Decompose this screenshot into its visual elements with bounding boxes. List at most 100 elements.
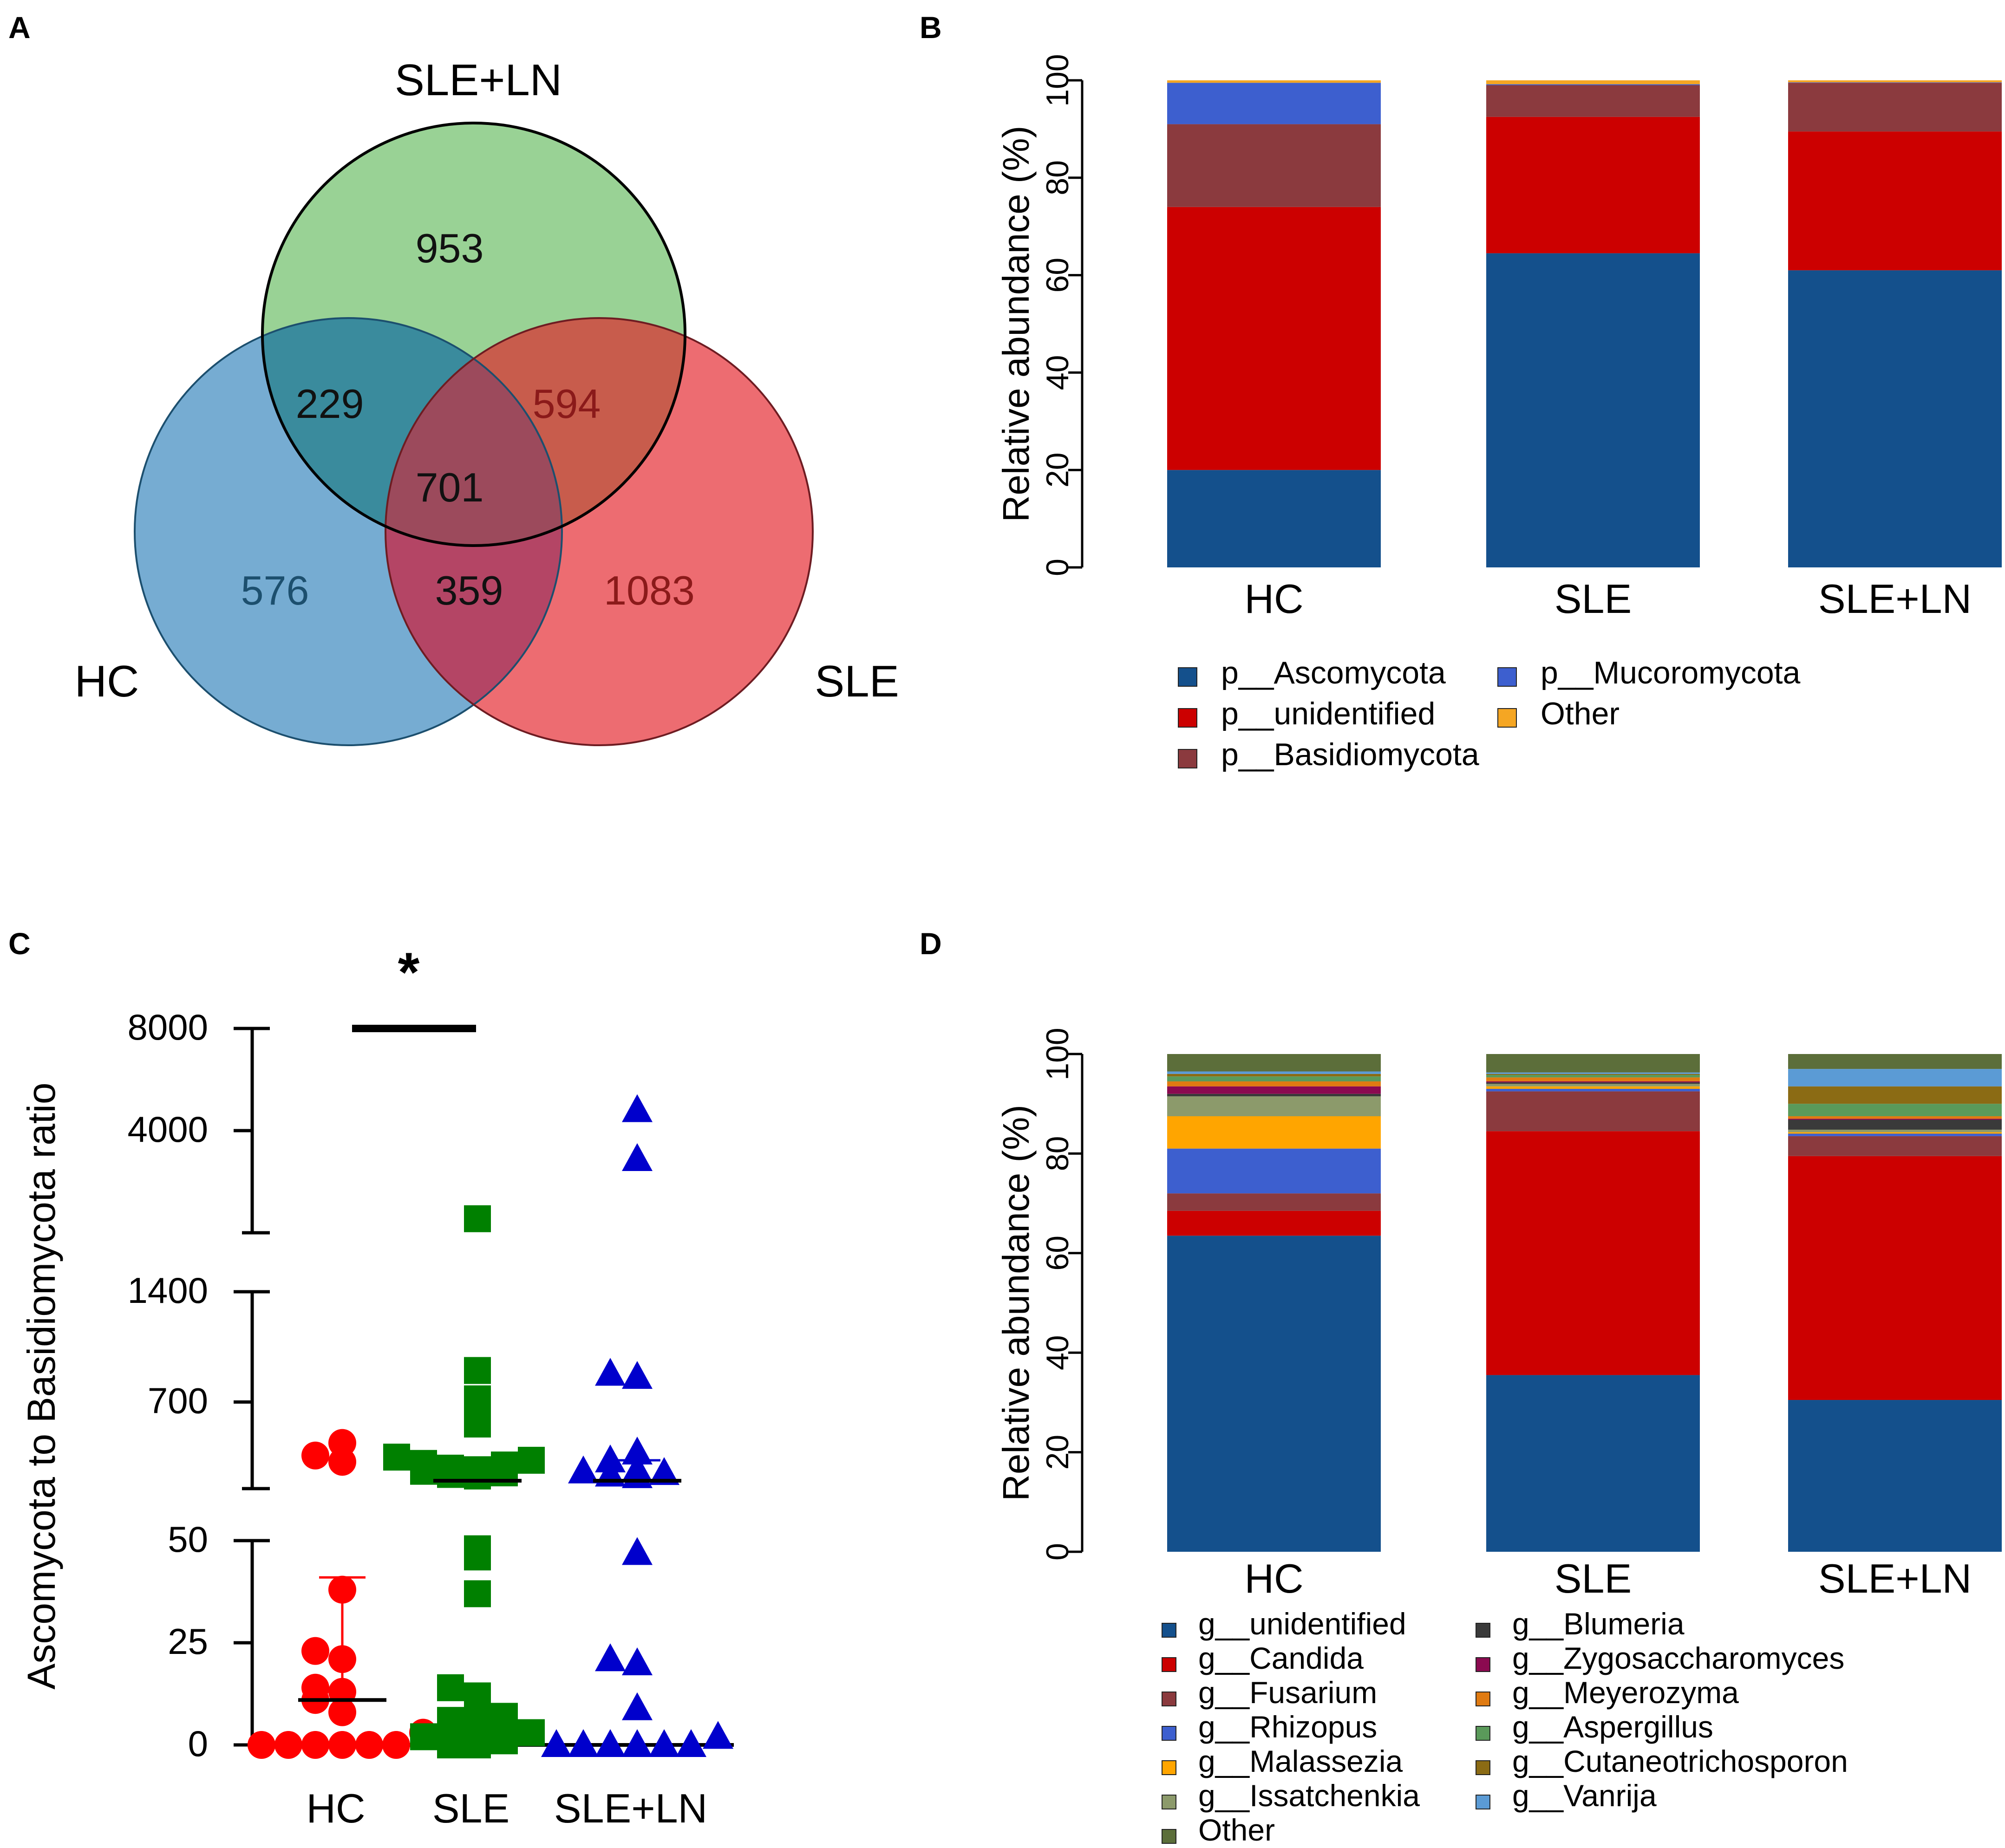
bar-segment-sle-ln-p-basidiomycota (1788, 83, 2002, 132)
venn-count-sle-sle-ln: 594 (533, 381, 601, 427)
legend-swatch (1162, 1657, 1176, 1672)
venn-count-hc-only: 576 (241, 567, 309, 613)
legend-swatch (1476, 1760, 1490, 1775)
y-tick-label: 25 (168, 1621, 208, 1662)
data-point-hc (382, 1731, 410, 1759)
legend-item-g-fusarium: g__Fusarium (1162, 1675, 1377, 1710)
data-point-hc (301, 1637, 329, 1665)
bar-segment-sle-ln-other (1788, 1054, 2002, 1069)
legend-swatch (1162, 1623, 1176, 1638)
bar-segment-hc-g-meyerozyma (1167, 1081, 1381, 1087)
bar-segment-sle-p-unidentified (1486, 117, 1700, 254)
y-axis-title: Relative abundance (%) (995, 1105, 1037, 1501)
y-axis-title: Relative abundance (%) (995, 126, 1037, 522)
y-tick-label: 80 (1040, 1136, 1075, 1171)
bar-segment-sle-p-mucoromycota (1486, 84, 1700, 85)
venn-set-label-hc: HC (75, 657, 139, 706)
bar-segment-hc-g-candida (1167, 1210, 1381, 1236)
data-point-sle-ln (622, 1454, 653, 1482)
data-point-hc (328, 1731, 356, 1759)
legend-label: Other (1198, 1813, 1275, 1847)
data-point-sle (464, 1357, 491, 1384)
bar-segment-hc-other (1167, 1054, 1381, 1072)
data-point-sle (464, 1682, 491, 1710)
bar-segment-sle-ln-g-blumeria (1788, 1119, 2002, 1130)
venn-count-sle-only: 1083 (604, 567, 695, 613)
data-point-sle-ln (622, 1361, 653, 1389)
legend-label: g__Candida (1198, 1641, 1364, 1675)
x-category-label-sle: SLE (1554, 1555, 1632, 1601)
series-hc (248, 1429, 437, 1759)
bar-segment-hc-g-blumeria (1167, 1093, 1381, 1097)
bar-segment-sle-p-ascomycota (1486, 253, 1700, 567)
venn-count-sle-ln-only: 953 (416, 225, 484, 271)
panel-label-a: A (8, 10, 31, 45)
bar-segment-hc-g-malassezia (1167, 1116, 1381, 1149)
legend-item-g-rhizopus: g__Rhizopus (1162, 1710, 1377, 1744)
data-point-sle (491, 1727, 518, 1755)
venn-overlap-all (385, 318, 562, 546)
y-tick-label: 100 (1040, 1028, 1075, 1080)
x-category-label-sle-ln: SLE+LN (1818, 1555, 1972, 1601)
bar-segment-hc-p-basidiomycota (1167, 124, 1381, 207)
legend-item-g-unidentified: g__unidentified (1162, 1607, 1406, 1641)
y-tick-label: 20 (1040, 1435, 1075, 1470)
bar-segment-sle-ln-p-mucoromycota (1788, 82, 2002, 83)
bar-segment-sle-g-rhizopus (1486, 1089, 1700, 1092)
chart-c-ratio-dotplot: 0 25 50 700 1400 4000 8000 Ascomycota to Basidi… (20, 941, 734, 1831)
bar-segment-hc-g-unidentified (1167, 1236, 1381, 1552)
bar-segment-sle-g-meyerozyma (1486, 1077, 1700, 1081)
legend-swatch (1162, 1692, 1176, 1706)
data-point-sle-ln (622, 1436, 653, 1464)
data-point-hc (328, 1698, 356, 1726)
data-point-sle (410, 1450, 437, 1477)
data-point-sle-ln (622, 1729, 653, 1757)
data-point-sle (437, 1707, 464, 1734)
bar-segment-hc-p-mucoromycota (1167, 83, 1381, 124)
venn-count-hc-sle: 359 (435, 567, 503, 613)
data-point-hc (355, 1731, 383, 1759)
bar-segment-sle-g-issatchenkia (1486, 1084, 1700, 1087)
legend-swatch (1476, 1657, 1490, 1672)
data-point-sle-ln (622, 1143, 653, 1171)
legend-item-g-cutaneotrichosporon: g__Cutaneotrichosporon (1476, 1744, 1848, 1778)
y-tick-label: 700 (148, 1380, 208, 1421)
y-tick-label: 60 (1040, 1236, 1075, 1271)
x-category-label-sle-ln: SLE+LN (1818, 576, 1972, 622)
data-point-hc (328, 1575, 356, 1604)
data-point-hc (328, 1645, 356, 1673)
bar-segment-sle-ln-g-unidentified (1788, 1400, 2002, 1552)
legend-swatch (1476, 1692, 1490, 1706)
legend-label: p__unidentified (1221, 696, 1435, 731)
data-point-sle (464, 1205, 491, 1232)
legend-item-g-zygosaccharomyces: g__Zygosaccharomyces (1476, 1641, 1844, 1675)
y-tick-label: 40 (1040, 355, 1075, 390)
data-point-sle-ln (649, 1457, 679, 1485)
y-axis-title: Ascomycota to Basidiomycota ratio (20, 1082, 63, 1689)
bar-segment-sle-p-basidiomycota (1486, 85, 1700, 117)
bar-segment-sle-ln-p-unidentified (1788, 131, 2002, 271)
data-point-sle-ln (649, 1729, 679, 1757)
bar-segment-sle-other (1486, 80, 1700, 85)
legend-item-p-unidentified: p__unidentified (1178, 696, 1435, 731)
bar-segment-hc-g-aspergillus (1167, 1076, 1381, 1081)
x-category-label-hc: HC (306, 1785, 365, 1831)
bar-segment-hc-g-rhizopus (1167, 1148, 1381, 1194)
panel-label-d: D (920, 926, 942, 961)
data-point-sle (491, 1703, 518, 1730)
legend-label: g__Rhizopus (1198, 1710, 1377, 1744)
legend-item-p-mucoromycota: p__Mucoromycota (1497, 655, 1801, 690)
legend-label: p__Basidiomycota (1221, 737, 1479, 772)
y-tick-label: 60 (1040, 258, 1075, 293)
data-point-sle-ln (703, 1721, 733, 1749)
bar-segment-sle-ln-g-candida (1788, 1156, 2002, 1400)
y-tick-label: 80 (1040, 160, 1075, 195)
data-point-sle-ln (595, 1729, 626, 1757)
bar-segment-sle-ln-p-ascomycota (1788, 270, 2002, 567)
venn-count-all: 701 (416, 464, 484, 510)
legend-swatch (1178, 749, 1197, 768)
legend-swatch (1476, 1726, 1490, 1741)
bar-segment-hc-p-ascomycota (1167, 470, 1381, 567)
legend-swatch (1162, 1829, 1176, 1844)
